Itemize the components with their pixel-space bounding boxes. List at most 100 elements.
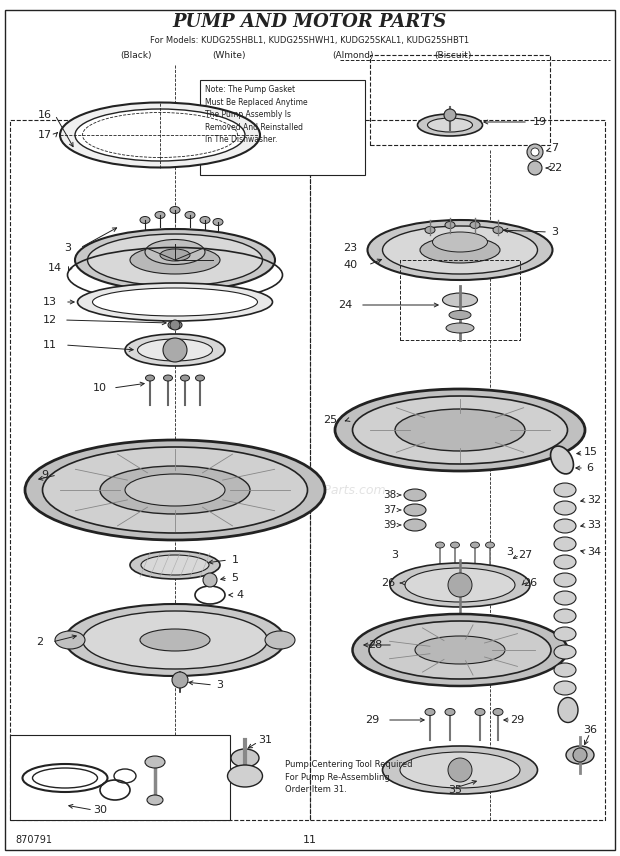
Text: 3: 3 xyxy=(391,550,399,560)
Ellipse shape xyxy=(433,232,487,252)
Ellipse shape xyxy=(554,627,576,641)
Ellipse shape xyxy=(75,229,275,291)
Ellipse shape xyxy=(145,756,165,768)
Ellipse shape xyxy=(140,217,150,223)
Text: 35: 35 xyxy=(448,785,462,795)
Text: 11: 11 xyxy=(303,835,317,845)
Ellipse shape xyxy=(185,211,195,218)
Text: 5: 5 xyxy=(231,573,239,583)
Text: 2: 2 xyxy=(37,637,43,647)
Text: 19: 19 xyxy=(533,117,547,127)
Ellipse shape xyxy=(554,591,576,605)
Text: 40: 40 xyxy=(343,260,357,270)
Text: 39: 39 xyxy=(383,520,397,530)
Ellipse shape xyxy=(369,621,551,679)
Ellipse shape xyxy=(425,709,435,716)
Ellipse shape xyxy=(65,604,285,676)
Text: 31: 31 xyxy=(258,735,272,745)
Ellipse shape xyxy=(213,218,223,225)
Text: For Models: KUDG25SHBL1, KUDG25SHWH1, KUDG25SKAL1, KUDG25SHBT1: For Models: KUDG25SHBL1, KUDG25SHWH1, KU… xyxy=(151,35,469,45)
Ellipse shape xyxy=(78,283,273,321)
Text: 13: 13 xyxy=(43,297,57,307)
Ellipse shape xyxy=(400,752,520,788)
Ellipse shape xyxy=(554,483,576,497)
Text: (Biscuit): (Biscuit) xyxy=(434,51,471,60)
Ellipse shape xyxy=(554,519,576,533)
Ellipse shape xyxy=(147,795,163,805)
Ellipse shape xyxy=(125,334,225,366)
Ellipse shape xyxy=(170,206,180,213)
Ellipse shape xyxy=(554,645,576,659)
Text: 11: 11 xyxy=(43,340,57,350)
Text: 1: 1 xyxy=(231,555,239,565)
Text: 16: 16 xyxy=(38,110,52,120)
Ellipse shape xyxy=(130,551,220,579)
Text: 3: 3 xyxy=(216,680,223,690)
Circle shape xyxy=(172,672,188,688)
Ellipse shape xyxy=(435,542,445,548)
Ellipse shape xyxy=(195,375,205,381)
Ellipse shape xyxy=(25,440,325,540)
Bar xyxy=(370,55,550,145)
Text: 30: 30 xyxy=(93,805,107,815)
Text: 24: 24 xyxy=(338,300,352,310)
Bar xyxy=(10,735,230,820)
Text: 23: 23 xyxy=(343,243,357,253)
Ellipse shape xyxy=(87,234,262,286)
Text: (White): (White) xyxy=(213,51,246,60)
Circle shape xyxy=(448,573,472,597)
Ellipse shape xyxy=(335,389,585,471)
Bar xyxy=(200,80,365,175)
Ellipse shape xyxy=(146,375,154,381)
Ellipse shape xyxy=(493,709,503,716)
Text: 3: 3 xyxy=(64,243,71,253)
Ellipse shape xyxy=(168,320,182,330)
Text: PUMP AND MOTOR PARTS: PUMP AND MOTOR PARTS xyxy=(173,13,447,31)
Ellipse shape xyxy=(390,563,530,607)
Text: 29: 29 xyxy=(365,715,379,725)
Ellipse shape xyxy=(75,109,245,161)
Text: 27: 27 xyxy=(518,550,532,560)
Ellipse shape xyxy=(451,542,459,548)
Ellipse shape xyxy=(417,114,482,136)
Ellipse shape xyxy=(160,249,190,261)
Ellipse shape xyxy=(55,631,85,649)
Ellipse shape xyxy=(141,555,209,575)
Ellipse shape xyxy=(60,103,260,168)
Text: 37: 37 xyxy=(383,505,397,515)
Ellipse shape xyxy=(82,611,267,669)
Ellipse shape xyxy=(138,339,213,361)
Ellipse shape xyxy=(554,609,576,623)
Text: 3: 3 xyxy=(552,227,559,237)
Ellipse shape xyxy=(405,568,515,602)
Text: 26: 26 xyxy=(381,578,395,588)
Circle shape xyxy=(163,338,187,362)
Ellipse shape xyxy=(554,501,576,515)
Text: 6: 6 xyxy=(587,463,593,473)
Ellipse shape xyxy=(420,237,500,263)
Ellipse shape xyxy=(446,323,474,333)
Ellipse shape xyxy=(445,709,455,716)
Ellipse shape xyxy=(368,220,552,280)
Text: 17: 17 xyxy=(38,130,52,140)
Ellipse shape xyxy=(475,709,485,716)
Text: 28: 28 xyxy=(368,640,382,650)
Circle shape xyxy=(444,109,456,121)
Ellipse shape xyxy=(155,211,165,218)
Text: 34: 34 xyxy=(587,547,601,557)
Circle shape xyxy=(170,320,180,330)
Text: 12: 12 xyxy=(43,315,57,325)
Ellipse shape xyxy=(425,227,435,234)
Text: 15: 15 xyxy=(584,447,598,457)
Ellipse shape xyxy=(228,765,262,787)
Text: 14: 14 xyxy=(48,263,62,273)
Text: Note: The Pump Gasket
Must Be Replaced Anytime
The Pump Assembly Is
Removed And : Note: The Pump Gasket Must Be Replaced A… xyxy=(205,85,308,144)
Bar xyxy=(400,260,520,340)
Text: Pump Centering Tool Required
For Pump Re-Assembling
Order Item 31.: Pump Centering Tool Required For Pump Re… xyxy=(285,760,412,794)
Circle shape xyxy=(448,758,472,782)
Text: 36: 36 xyxy=(583,725,597,735)
Text: 10: 10 xyxy=(93,383,107,393)
Circle shape xyxy=(528,161,542,175)
Ellipse shape xyxy=(443,293,477,307)
Ellipse shape xyxy=(92,288,257,316)
